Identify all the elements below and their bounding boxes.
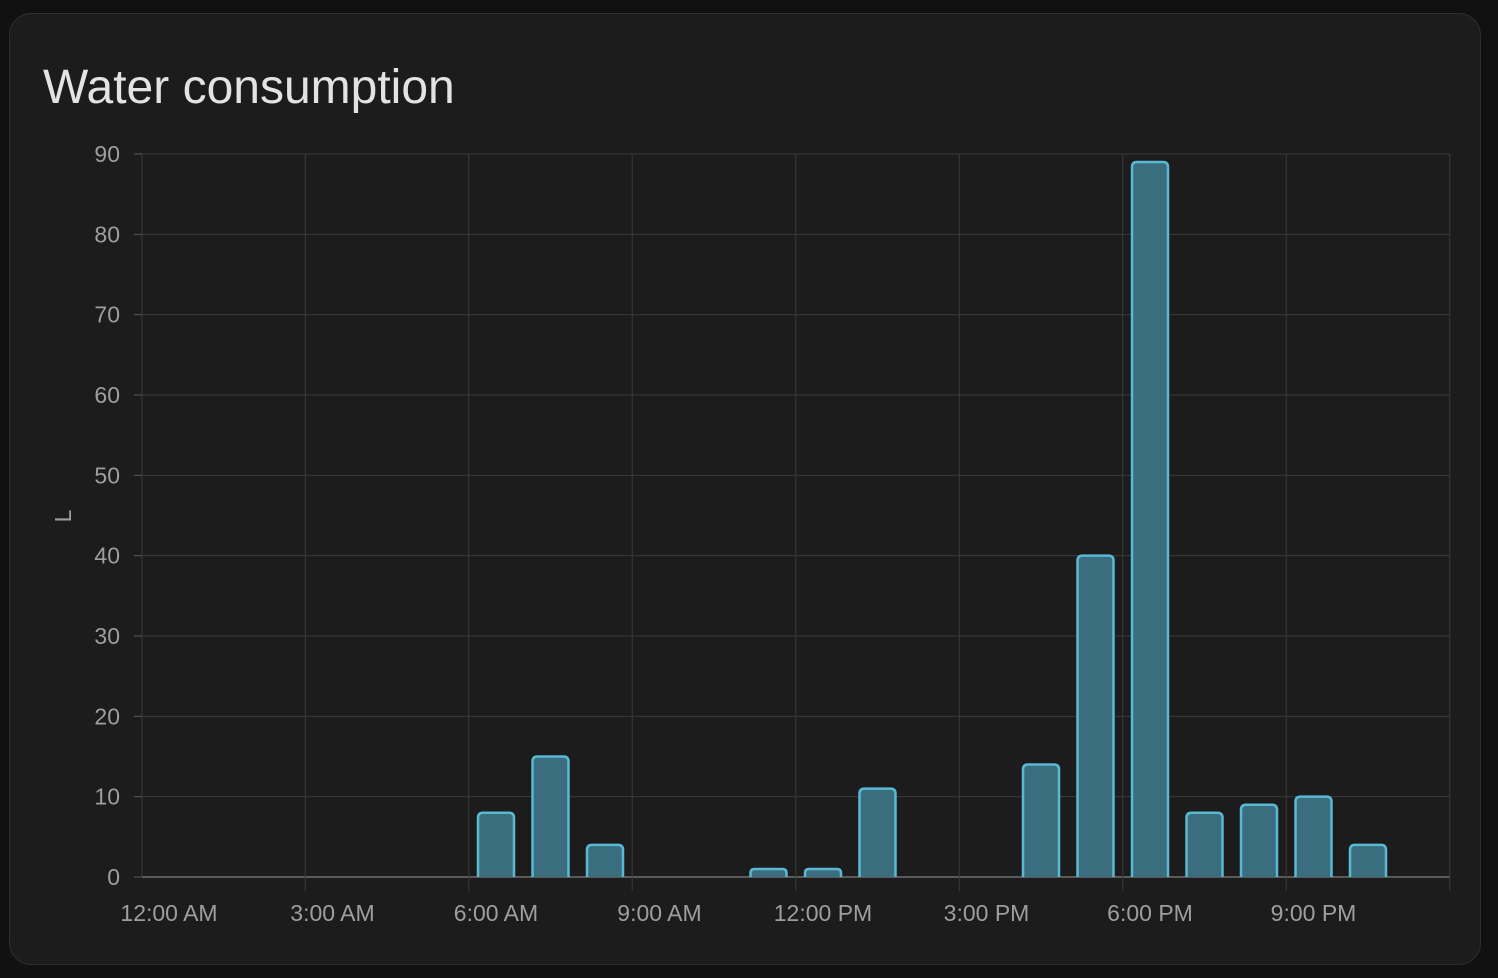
bar-6-00-am	[476, 811, 516, 877]
y-tick-label: 30	[94, 623, 120, 649]
bar-7-00-pm	[1185, 811, 1224, 877]
y-tick-label: 10	[94, 784, 120, 810]
bar-9-00-pm	[1294, 795, 1333, 877]
y-axis-label: L	[50, 509, 76, 522]
y-tick-label: 50	[94, 462, 120, 488]
y-tick-label: 80	[94, 221, 120, 247]
bar-8-00-am	[585, 843, 625, 877]
bar-7-00-am	[531, 755, 570, 877]
bar-10-00-pm	[1348, 843, 1388, 877]
bar-5-00-pm	[1076, 554, 1115, 877]
bar-11-00-am	[749, 867, 788, 877]
y-tick-label: 90	[94, 141, 120, 167]
x-tick-label: 12:00 PM	[774, 900, 872, 926]
x-tick-label: 12:00 AM	[120, 900, 217, 926]
bar-12-00-pm	[803, 867, 843, 877]
y-tick-label: 0	[107, 864, 120, 890]
bar-6-00-pm	[1130, 160, 1170, 877]
y-tick-label: 20	[94, 703, 120, 729]
y-tick-label: 70	[94, 302, 120, 328]
bar-4-00-pm	[1021, 763, 1061, 877]
x-tick-label: 9:00 PM	[1271, 900, 1357, 926]
x-tick-label: 3:00 PM	[944, 900, 1030, 926]
x-tick-label: 9:00 AM	[617, 900, 701, 926]
chart-card: Water consumption	[9, 13, 1481, 965]
bar-1-00-pm	[858, 787, 897, 877]
bar-8-00-pm	[1239, 803, 1279, 877]
x-tick-label: 3:00 AM	[290, 900, 374, 926]
x-tick-label: 6:00 AM	[454, 900, 538, 926]
y-tick-label: 40	[94, 543, 120, 569]
card-title: Water consumption	[43, 61, 455, 114]
y-tick-label: 60	[94, 382, 120, 408]
x-tick-label: 6:00 PM	[1107, 900, 1193, 926]
